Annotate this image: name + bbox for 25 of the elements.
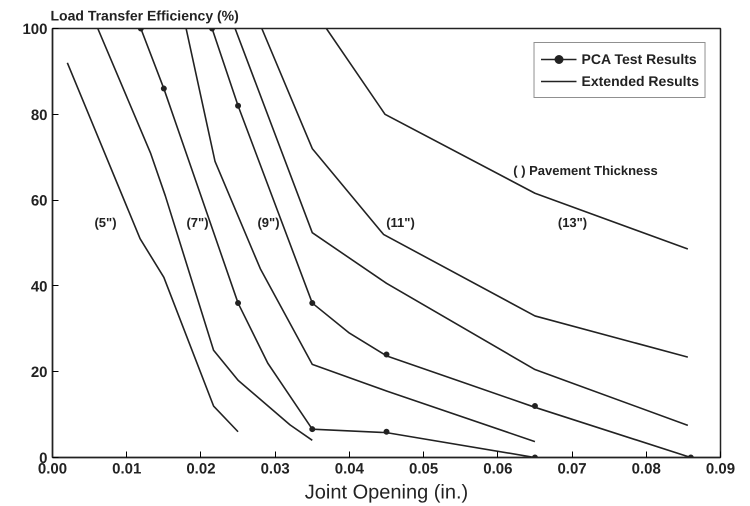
x-tick-label: 0.01 xyxy=(112,460,142,478)
x-tick-label: 0.08 xyxy=(632,460,661,478)
y-tick-label: 80 xyxy=(30,106,48,124)
x-tick-label: 0.06 xyxy=(483,460,512,478)
x-tick-label: 0.04 xyxy=(334,460,365,478)
y-tick-label: 100 xyxy=(22,21,48,38)
annotation: (11") xyxy=(386,215,415,230)
y-tick-label: 20 xyxy=(30,364,48,382)
y-tick-label: 60 xyxy=(30,192,48,210)
x-tick-label: 0.07 xyxy=(557,460,587,478)
annotation: ( ) Pavement Thickness xyxy=(513,163,658,178)
annotation: (13") xyxy=(558,215,588,230)
annotation: (9") xyxy=(257,215,280,230)
annotation: (7") xyxy=(186,215,209,230)
line-series xyxy=(66,62,239,433)
y-tick-label: 40 xyxy=(30,278,48,296)
x-tick-label: 0.09 xyxy=(706,460,736,478)
x-axis-title: Joint Opening (in.) xyxy=(304,482,468,504)
legend-label: Extended Results xyxy=(582,73,699,89)
legend-label: PCA Test Results xyxy=(582,51,697,67)
x-tick-label: 0.03 xyxy=(260,460,290,478)
x-tick-label: 0.05 xyxy=(409,460,438,478)
annotation: (5") xyxy=(94,215,117,230)
x-tick-label: 0.02 xyxy=(186,460,216,478)
y-axis-title: Load Transfer Efficiency (%) xyxy=(50,8,239,24)
